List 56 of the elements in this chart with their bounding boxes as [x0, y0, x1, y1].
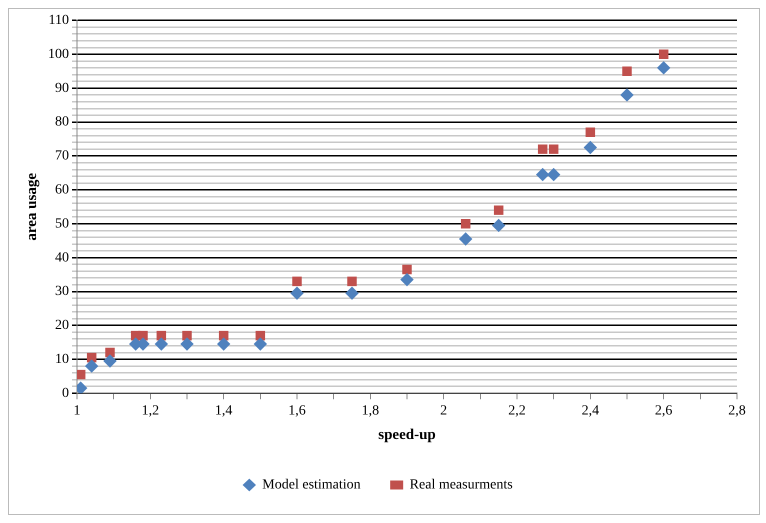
y-tick-label: 80	[55, 114, 69, 130]
point	[347, 276, 357, 286]
point	[217, 338, 230, 351]
y-tick-label: 90	[55, 80, 69, 96]
x-tick-label: 2	[440, 403, 448, 418]
point	[536, 168, 550, 182]
y-tick-label: 0	[62, 386, 69, 401]
point	[538, 144, 548, 154]
y-tick-label: 50	[55, 216, 69, 232]
point	[620, 88, 634, 102]
x-tick-label: 1,4	[214, 403, 232, 418]
x-tick-label: 1,8	[362, 403, 380, 418]
point	[180, 338, 194, 351]
point	[622, 66, 632, 76]
y-tick-label: 40	[55, 250, 69, 266]
point	[86, 352, 96, 362]
y-tick-label: 100	[48, 46, 69, 62]
point	[586, 128, 596, 137]
point	[254, 338, 267, 351]
y-tick-label: 20	[55, 318, 69, 334]
point	[548, 144, 558, 154]
point	[104, 354, 116, 368]
legend-label: Real measurments	[410, 478, 513, 493]
y-tick-label: 70	[55, 148, 69, 164]
point	[494, 205, 504, 215]
y-tick-label: 60	[55, 182, 69, 198]
y-tick-label: 10	[55, 352, 69, 367]
point	[459, 232, 472, 246]
point	[492, 218, 506, 232]
point	[156, 330, 166, 340]
legend-label: Model estimation	[262, 478, 361, 493]
point	[290, 286, 304, 300]
x-tick-label: 2,4	[582, 403, 600, 418]
x-tick-label: 2,6	[654, 403, 672, 418]
point	[218, 330, 228, 340]
point	[400, 273, 414, 286]
x-tick-label: 1	[74, 403, 80, 418]
point	[460, 219, 470, 228]
x-axis-title: speed-up	[378, 426, 436, 443]
point	[292, 276, 302, 286]
x-tick-label: 1,2	[142, 403, 160, 418]
y-tick-label: 110	[48, 13, 69, 28]
point	[547, 168, 560, 182]
x-tick-label: 2,2	[508, 403, 526, 418]
point	[85, 360, 98, 373]
point	[77, 370, 86, 380]
point	[658, 50, 668, 60]
x-tick-label: 2,8	[728, 403, 746, 418]
point	[154, 338, 168, 351]
point	[584, 140, 597, 154]
y-tick-label: 30	[55, 284, 69, 300]
x-tick-label: 1,6	[288, 403, 306, 418]
point	[256, 330, 266, 340]
y-axis-title: area usage	[24, 172, 40, 241]
point	[346, 286, 358, 300]
point	[657, 61, 670, 74]
